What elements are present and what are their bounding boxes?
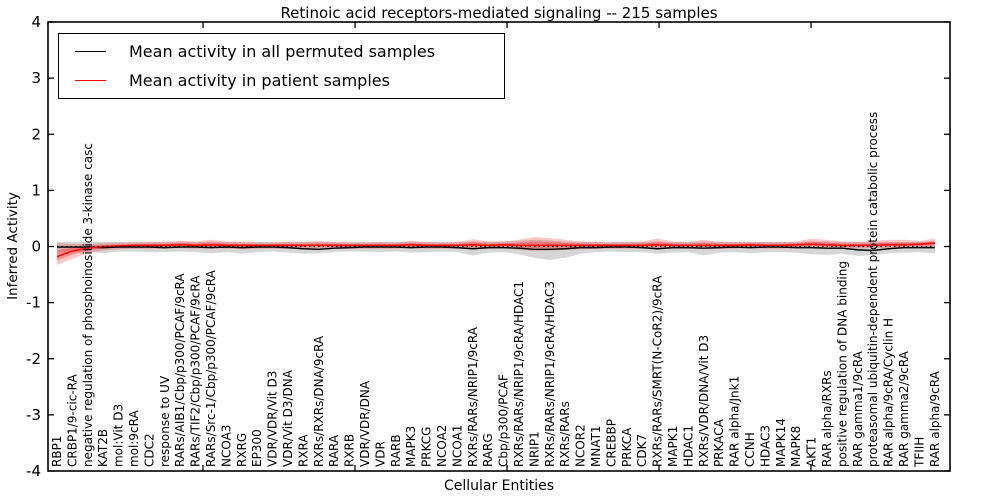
chart-title: Retinoic acid receptors-mediated signali…	[280, 4, 718, 22]
x-category-label: KAT2B	[96, 429, 110, 467]
y-tick-label: -2	[26, 350, 41, 368]
legend-label-permuted: Mean activity in all permuted samples	[129, 41, 436, 61]
y-tick-label: 3	[31, 69, 41, 87]
x-category-label: MAPK1	[666, 426, 680, 467]
patient-band-outer	[57, 236, 935, 266]
x-category-label: NRIP1	[527, 431, 541, 467]
patient-mean-line	[56, 242, 935, 258]
x-category-label: proteasomal ubiquitin-dependent protein …	[866, 112, 880, 467]
x-category-label: CDK7	[635, 434, 649, 467]
x-category-label: RAR alpha/9cRA	[928, 370, 942, 467]
x-category-label: RXRG	[235, 433, 249, 467]
y-tick-label: 2	[31, 125, 41, 143]
x-category-label: TFIIH	[912, 437, 926, 468]
x-category-label: RXRs/RARs/NRIP1/9cRA/HDAC3	[543, 281, 557, 467]
permuted-line-sample-icon	[75, 50, 106, 52]
x-category-label: EP300	[250, 429, 264, 467]
x-category-label: MAPK8	[789, 426, 803, 467]
x-category-label: RXRB	[343, 434, 357, 467]
x-category-label: RARs/Src-1/Cbp/p300/PCAF/9cRA	[204, 269, 218, 467]
x-category-label: RBP1	[50, 436, 64, 467]
x-category-label: RARA	[327, 434, 341, 467]
x-category-label: RXRs/RARs	[558, 401, 572, 467]
x-category-label: mol:Vit D3	[112, 404, 126, 467]
x-category-label: VDR/VDR/DNA	[358, 380, 372, 467]
x-category-label: HDAC3	[758, 425, 772, 467]
x-category-label: RARG	[481, 433, 495, 467]
x-category-label: VDR/VDR/Vit D3	[266, 371, 280, 467]
x-category-label: CCNH	[743, 432, 757, 467]
x-category-label: response to UV	[158, 375, 172, 467]
x-category-label: mol:9cRA	[127, 410, 141, 467]
x-category-label: RARB	[389, 434, 403, 467]
legend-entry-patient: Mean activity in patient samples	[59, 69, 504, 93]
x-category-label: MNAT1	[589, 425, 603, 467]
patient-line-sample-icon	[75, 80, 106, 82]
x-category-label: RAR alpha/9cRA/Cyclin H	[882, 318, 896, 467]
x-category-label: RAR gamma1/9cRA	[851, 350, 865, 467]
x-category-label: Cbp/p300/PCAF	[497, 374, 511, 467]
x-category-label: RXRs/RARs/NRIP1/9cRA/HDAC1	[512, 281, 526, 467]
x-category-label: NCOA1	[450, 425, 464, 467]
x-category-label: CDC2	[142, 433, 156, 467]
x-category-label: RAR alpha/RXRs	[820, 370, 834, 467]
y-tick-label: 0	[31, 238, 41, 256]
x-category-label: positive regulation of DNA binding	[835, 261, 849, 467]
x-category-label: RARs/AIB1/Cbp/p300/PCAF/9cRA	[173, 273, 187, 467]
legend-entry-permuted: Mean activity in all permuted samples	[59, 39, 504, 63]
legend: Mean activity in all permuted samples Me…	[58, 33, 505, 99]
x-category-label: RAR gamma2/9cRA	[897, 350, 911, 467]
x-category-label: RXRs/VDR/DNA/Vit D3	[697, 335, 711, 467]
x-category-label: PRKCG	[420, 427, 434, 467]
x-category-label: negative regulation of phosphoinositide …	[81, 143, 95, 467]
y-tick-label: 1	[31, 181, 41, 199]
x-category-label: AKT1	[805, 437, 819, 467]
legend-label-patient: Mean activity in patient samples	[129, 71, 390, 91]
x-category-label: VDR	[373, 441, 387, 467]
x-category-label: PRKCA	[620, 427, 634, 467]
x-category-label: NCOA2	[435, 425, 449, 467]
x-category-label: VDR/Vit D3/DNA	[281, 369, 295, 467]
y-tick-label: -3	[26, 406, 41, 424]
x-category-label: MAPK3	[404, 426, 418, 467]
x-axis-label: Cellular Entities	[443, 478, 555, 494]
y-tick-label: 4	[31, 13, 41, 31]
x-category-label: HDAC1	[681, 425, 695, 467]
x-category-label: MAPK14	[774, 418, 788, 467]
y-tick-label: -4	[26, 462, 41, 480]
x-category-label: NCOA3	[219, 425, 233, 467]
x-category-label: RARs/TIF2/Cbp/p300/PCAF/9cRA	[189, 275, 203, 467]
x-category-label: NCOR2	[574, 424, 588, 467]
y-tick-label: -1	[26, 294, 41, 312]
x-category-label: RAR alpha/Jnk1	[728, 376, 742, 467]
permuted-mean-line	[57, 246, 935, 252]
x-category-label: RXRA	[296, 434, 310, 467]
x-category-label: CRBP1/9-cic-RA	[65, 373, 79, 467]
x-category-label: RXRs/RARs/SMRT(N-CoR2)/9cRA	[651, 275, 665, 467]
x-category-label: RXRs/RXRs/DNA/9cRA	[312, 335, 326, 467]
x-category-label: RXRs/RARs/NRIP1/9cRA	[466, 326, 480, 467]
x-category-label: CREBBP	[604, 419, 618, 467]
x-category-label: PRKACA	[712, 418, 726, 467]
